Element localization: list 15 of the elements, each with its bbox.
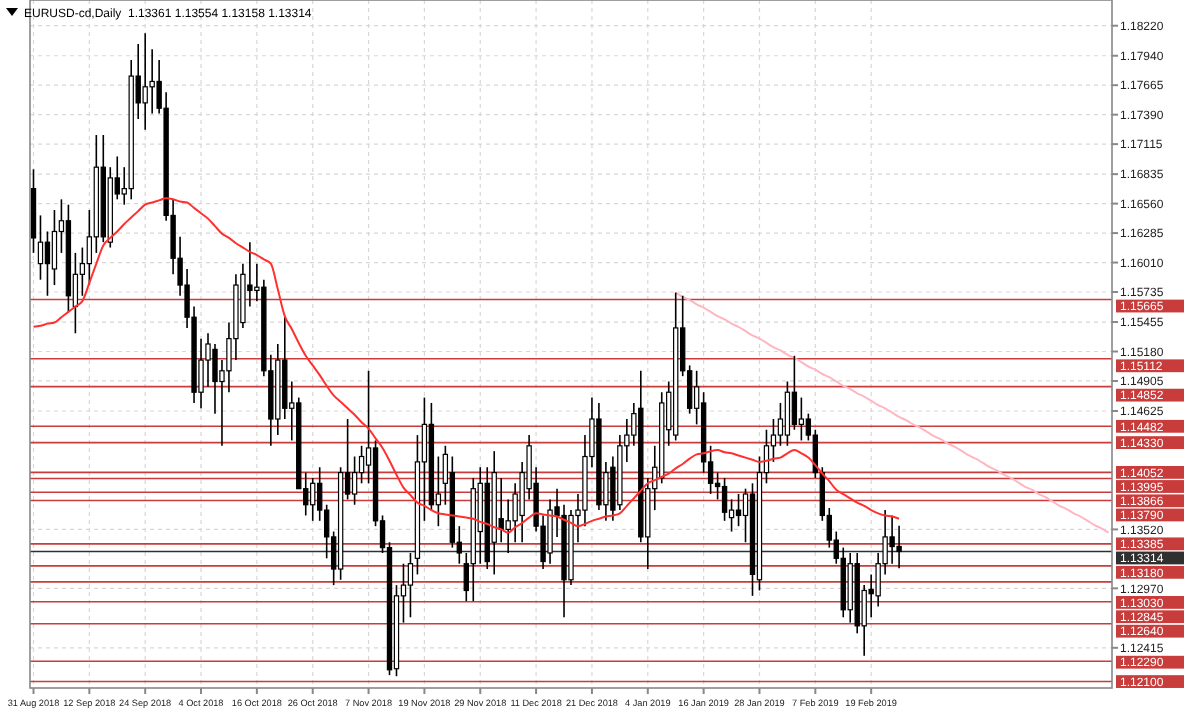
candlestick: [798, 396, 805, 442]
candlestick: [735, 493, 742, 527]
candlestick: [407, 552, 414, 619]
candlestick: [847, 552, 853, 624]
candlestick: [51, 209, 58, 286]
candlestick: [791, 354, 798, 431]
candlestick: [310, 477, 316, 522]
candlestick: [37, 214, 44, 281]
candlestick: [44, 230, 51, 297]
line-series: [674, 291, 1110, 534]
candlestick: [784, 380, 791, 447]
candlestick: [889, 514, 895, 565]
candlestick: [351, 455, 358, 506]
candlestick: [721, 477, 728, 522]
candlestick: [142, 32, 148, 131]
